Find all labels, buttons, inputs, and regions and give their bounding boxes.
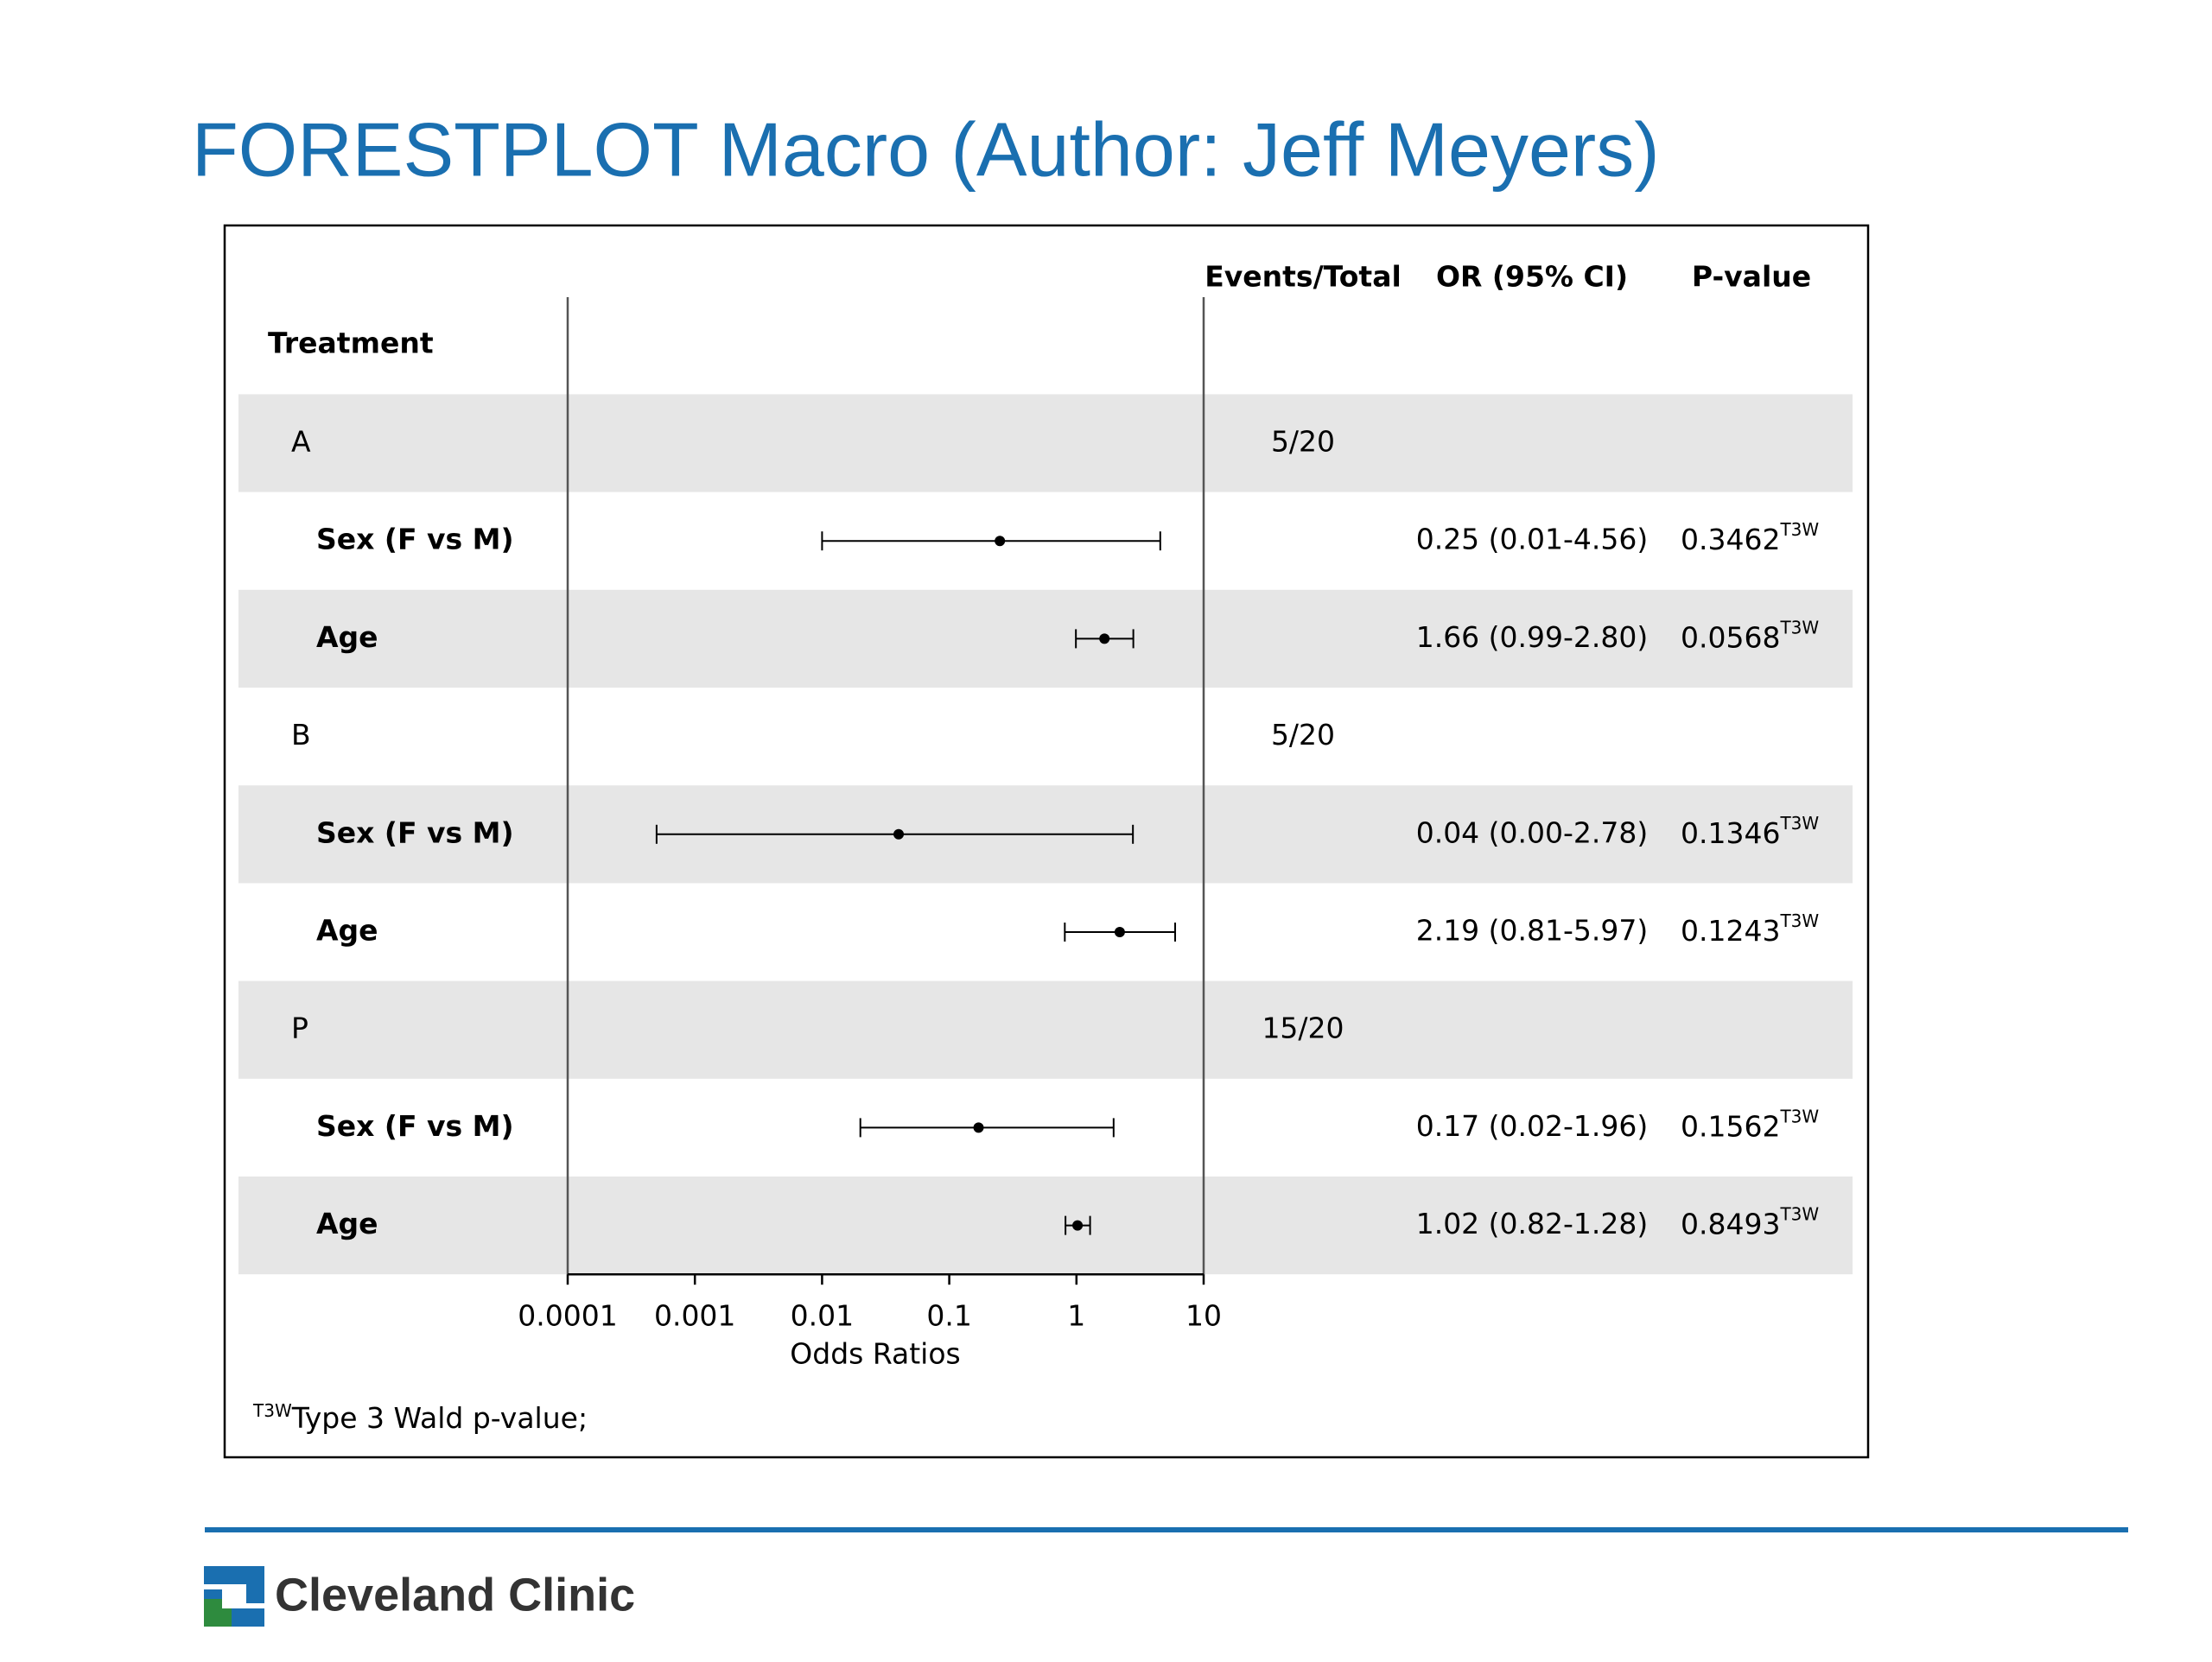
footnote: T3WType 3 Wald p-value; [252,1400,588,1435]
column-header: OR (95% CI) [1436,260,1628,294]
p-value-note: T3W [1779,1106,1819,1126]
row-label: Sex (F vs M) [316,815,514,849]
p-value: 0.8493T3W [1681,1203,1819,1240]
ci-label: 0.25 (0.01-4.56) [1416,523,1649,556]
p-value-number: 0.1346 [1681,815,1780,849]
p-value-number: 0.8493 [1681,1207,1780,1240]
p-value-number: 0.3462 [1681,523,1780,556]
events-total: 5/20 [1271,425,1335,459]
row-label: Age [316,1207,378,1240]
x-tick-label: 0.01 [791,1299,854,1333]
plot-frame [223,224,1870,1459]
column-header: Events/Total [1205,260,1402,294]
p-value-note: T3W [1779,812,1819,833]
slide-title: FORESTPLOT Macro (Author: Jeff Meyers) [192,106,1660,192]
ci-label: 2.19 (0.81-5.97) [1416,914,1649,948]
p-value-number: 0.1243 [1681,914,1780,948]
estimate-point [1072,1220,1084,1231]
x-tick-label: 0.1 [926,1299,971,1333]
p-value-note: T3W [1779,519,1819,540]
p-value-note: T3W [1779,617,1819,638]
p-value: 0.1243T3W [1681,910,1819,948]
column-header: P-value [1692,260,1811,294]
ci-label: 1.02 (0.82-1.28) [1416,1207,1649,1240]
p-value-note: T3W [1779,910,1819,931]
x-axis-label: Odds Ratios [790,1337,960,1371]
row-stripe [238,980,1853,1079]
row-stripe [238,394,1853,492]
events-total: 15/20 [1262,1012,1344,1045]
group-label: P [291,1012,308,1045]
estimate-point [973,1122,984,1133]
ci-label: 0.17 (0.02-1.96) [1416,1109,1649,1143]
column-header: Treatment [268,327,434,360]
row-stripe [238,589,1853,688]
p-value: 0.1346T3W [1681,812,1819,849]
row-stripe [238,1177,1853,1275]
p-value: 0.0568T3W [1681,617,1819,654]
ci-label: 1.66 (0.99-2.80) [1416,620,1649,654]
estimate-point [893,828,905,840]
p-value-number: 0.0568 [1681,620,1780,654]
logo-text: Cleveland Clinic [275,1569,635,1621]
p-value-number: 0.1562 [1681,1109,1780,1143]
x-tick-label: 0.001 [654,1299,735,1333]
footnote-text: Type 3 Wald p-value; [291,1401,588,1435]
p-value: 0.1562T3W [1681,1106,1819,1143]
row-label: Sex (F vs M) [316,523,514,556]
estimate-point [1099,633,1110,644]
footnote-mark: T3W [252,1400,292,1421]
x-tick-label: 1 [1067,1299,1085,1333]
row-label: Age [316,620,378,654]
x-tick-label: 10 [1185,1299,1222,1333]
p-value-note: T3W [1779,1203,1819,1224]
group-label: A [291,425,311,459]
group-label: B [291,718,311,752]
p-value: 0.3462T3W [1681,519,1819,556]
row-label: Age [316,914,378,948]
row-label: Sex (F vs M) [316,1109,514,1143]
events-total: 5/20 [1271,718,1335,752]
x-tick-label: 0.0001 [518,1299,617,1333]
logo-icon [204,1566,264,1627]
estimate-point [995,536,1006,547]
estimate-point [1114,927,1125,937]
ci-label: 0.04 (0.00-2.78) [1416,815,1649,849]
